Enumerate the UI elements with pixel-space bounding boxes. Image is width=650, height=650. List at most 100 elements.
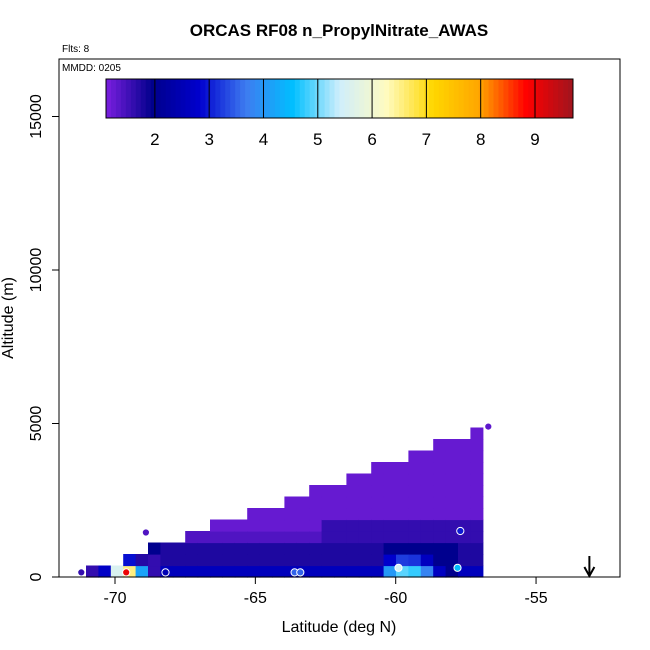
colorbar-segment (145, 79, 152, 118)
heatmap-cell (247, 508, 261, 521)
heatmap-cell (247, 554, 261, 567)
heatmap-cells (86, 427, 484, 578)
heatmap-cell (470, 565, 484, 578)
heatmap-cell (334, 542, 347, 555)
heatmap-cell (396, 519, 409, 532)
heatmap-cell (234, 565, 248, 578)
heatmap-cell (408, 485, 422, 498)
heatmap-cell (210, 554, 223, 567)
y-tick-label: 0 (28, 572, 45, 581)
heatmap-cell (309, 519, 323, 532)
colorbar-segment (269, 79, 276, 118)
heatmap-cell (396, 473, 409, 486)
colorbar-segment (438, 79, 445, 118)
heatmap-cell (346, 542, 360, 555)
heatmap-cell (160, 542, 174, 555)
colorbar-segment (543, 79, 549, 118)
heatmap-cell (458, 462, 471, 475)
heatmap-cell (470, 508, 484, 521)
heatmap-cell (371, 496, 385, 509)
heatmap-cell (445, 473, 459, 486)
heatmap-cell (123, 554, 137, 567)
colorbar-segment (523, 79, 529, 118)
sample-markers (77, 422, 493, 577)
down-arrow-icon (583, 556, 596, 579)
heatmap-cell (334, 531, 347, 544)
colorbar-tick-label: 6 (367, 130, 376, 149)
x-tick-label: -65 (244, 590, 267, 607)
heatmap-cell (383, 531, 397, 544)
heatmap-cell (284, 519, 298, 532)
heatmap-cell (433, 542, 447, 555)
colorbar-segment (135, 79, 142, 118)
heatmap-cell (172, 554, 186, 567)
colorbar-segment (533, 79, 539, 118)
colorbar-segment (453, 79, 460, 118)
chart-title: ORCAS RF08 n_PropylNitrate_AWAS (190, 21, 489, 40)
heatmap-cell (371, 473, 385, 486)
heatmap-cell (135, 565, 149, 578)
heatmap-cell (470, 462, 484, 475)
heatmap-cell (420, 496, 434, 509)
heatmap-cell (358, 485, 372, 498)
colorbar-segment (215, 79, 221, 118)
heatmap-cell (445, 531, 459, 544)
colorbar-segment (125, 79, 132, 118)
heatmap-cell (420, 485, 434, 498)
colorbar-segment (205, 79, 211, 118)
heatmap-cell (110, 565, 124, 578)
heatmap-cell (272, 554, 285, 567)
heatmap-cell (259, 565, 273, 578)
heatmap-cell (272, 542, 285, 555)
heatmap-cell (296, 554, 310, 567)
heatmap-cell (420, 565, 434, 578)
heatmap-cell (420, 508, 434, 521)
colorbar-frame (105, 78, 574, 119)
heatmap-cell (148, 565, 161, 578)
colorbar-segment (294, 79, 301, 118)
heatmap-cell (346, 485, 360, 498)
heatmap-cell (445, 542, 459, 555)
colorbar-segment (493, 79, 499, 118)
colorbar-segment (483, 79, 489, 118)
heatmap-cell (210, 519, 223, 532)
heatmap-cell (346, 508, 360, 521)
colorbar-segment (130, 79, 137, 118)
heatmap-cell (346, 496, 360, 509)
colorbar-tick-label: 9 (530, 130, 539, 149)
x-axis-title: Latitude (deg N) (282, 619, 397, 636)
heatmap-cell (358, 496, 372, 509)
heatmap-cell (86, 565, 99, 578)
heatmap-cell (408, 531, 422, 544)
heatmap-cell (222, 542, 236, 555)
sample-point (456, 526, 465, 536)
heatmap-cell (148, 554, 161, 567)
heatmap-cell (185, 565, 199, 578)
colorbar-segment (260, 79, 266, 118)
heatmap-cell (185, 542, 199, 555)
heatmap-cell (197, 554, 211, 567)
heatmap-cell (321, 485, 335, 498)
heatmap-cell (284, 508, 298, 521)
colorbar-segment (195, 79, 201, 118)
heatmap-cell (396, 496, 409, 509)
heatmap-cell (433, 496, 447, 509)
heatmap-cell (420, 554, 434, 567)
sample-point (484, 422, 493, 431)
colorbar-segment (414, 79, 420, 118)
heatmap-cell (408, 554, 422, 567)
y-tick-label: 5000 (28, 406, 45, 442)
colorbar-segment (399, 79, 405, 118)
colorbar-segment (160, 79, 167, 118)
heatmap-cell (358, 508, 372, 521)
colorbar-segment (513, 79, 519, 118)
heatmap-cell (420, 450, 434, 463)
colorbar-segment (180, 79, 186, 118)
heatmap-cell (296, 531, 310, 544)
heatmap-cell (445, 439, 459, 452)
heatmap-cell (197, 531, 211, 544)
heatmap-cell (420, 519, 434, 532)
heatmap-cell (470, 439, 484, 452)
heatmap-cell (358, 531, 372, 544)
colorbar-tick-label: 7 (422, 130, 431, 149)
